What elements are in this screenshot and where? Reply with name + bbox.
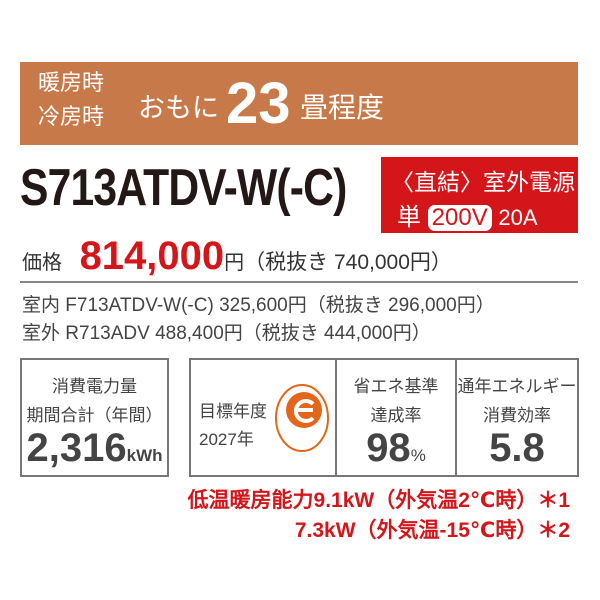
efficiency-label: 通年エネルギー [457, 377, 577, 396]
achievement-value: 98 [366, 426, 411, 470]
low-temp-heating-1: 低温暖房能力9.1kW（外気温2℃時）＊1 [187, 489, 570, 512]
efficiency-value: 5.8 [489, 426, 545, 470]
price-value: 814,000 [79, 234, 225, 278]
achievement-label: 省エネ基準 [353, 377, 439, 396]
power-connection: 〈直結〉室外電源 [391, 169, 575, 195]
tatami-count: 23 [226, 71, 291, 136]
consumption-label: 消費電力量 [52, 377, 137, 396]
tatami-unit: 畳程度 [300, 92, 385, 123]
consumption-box: 消費電力量 期間合計（年間） 2,316kWh [20, 358, 169, 477]
mainly-label: おもに [138, 93, 219, 123]
outdoor-unit-row: 室外 R713ADV 488,400円（税抜き 444,000円） [22, 318, 431, 345]
efficiency-cell: 通年エネルギー 消費効率 5.8 [457, 360, 577, 475]
outdoor-label: 室外 [22, 323, 61, 344]
achievement-label-2: 達成率 [370, 406, 422, 425]
target-year-label: 目標年度 [199, 402, 267, 421]
indoor-model: F713ATDV-W(-C) [65, 295, 214, 316]
price-label: 価格 [22, 252, 62, 274]
target-year-cell: 目標年度 2027年 [191, 360, 337, 475]
heating-label: 暖房時 [38, 70, 105, 95]
model-number: S713ATDV-W(-C) [20, 159, 347, 217]
yen: 円 [224, 252, 245, 274]
indoor-label: 室内 [22, 295, 61, 316]
indoor-unit-row: 室内 F713ATDV-W(-C) 325,600円（税抜き 296,000円） [22, 290, 495, 317]
voltage-pill: 200V [427, 205, 492, 231]
outdoor-model: R713ADV [65, 323, 150, 344]
consumption-value: 2,316 [26, 426, 127, 470]
percent-unit: % [410, 446, 426, 465]
power-phase: 単 200V 20A [397, 197, 538, 232]
power-supply-badge: 〈直結〉室外電源 単 200V 20A [381, 157, 578, 233]
room-size-banner: 暖房時 冷房時 おもに 23 畳程度 [20, 62, 578, 145]
outdoor-tax-excl: （税抜き 444,000円） [242, 323, 431, 344]
phase-label: 単 [397, 204, 421, 231]
divider [20, 281, 578, 283]
indoor-tax-excl: （税抜き 296,000円） [306, 295, 495, 316]
outdoor-price: 488,400円 [155, 323, 243, 344]
price-row: 価格 814,000円（税抜き 740,000円） [22, 234, 452, 279]
price-tax-excl: （税抜き 740,000円） [244, 251, 452, 274]
achievement-cell: 省エネ基準 達成率 98% [337, 360, 457, 475]
low-temp-heating-2: 7.3kW（外気温-15℃時）＊2 [294, 519, 570, 542]
efficiency-label-2: 消費効率 [483, 406, 551, 425]
ampere: 20A [498, 205, 538, 230]
consumption-period: 期間合計（年間） [26, 406, 163, 425]
consumption-unit: kWh [126, 446, 163, 465]
cooling-label: 冷房時 [38, 104, 105, 129]
target-year: 2027年 [199, 430, 254, 449]
energy-label-box: 目標年度 2027年 省エネ基準 達成率 98% 通年エネルギー 消費効率 5.… [189, 358, 579, 477]
indoor-price: 325,600円 [219, 295, 307, 316]
energy-saving-e-mark-icon [275, 384, 329, 452]
